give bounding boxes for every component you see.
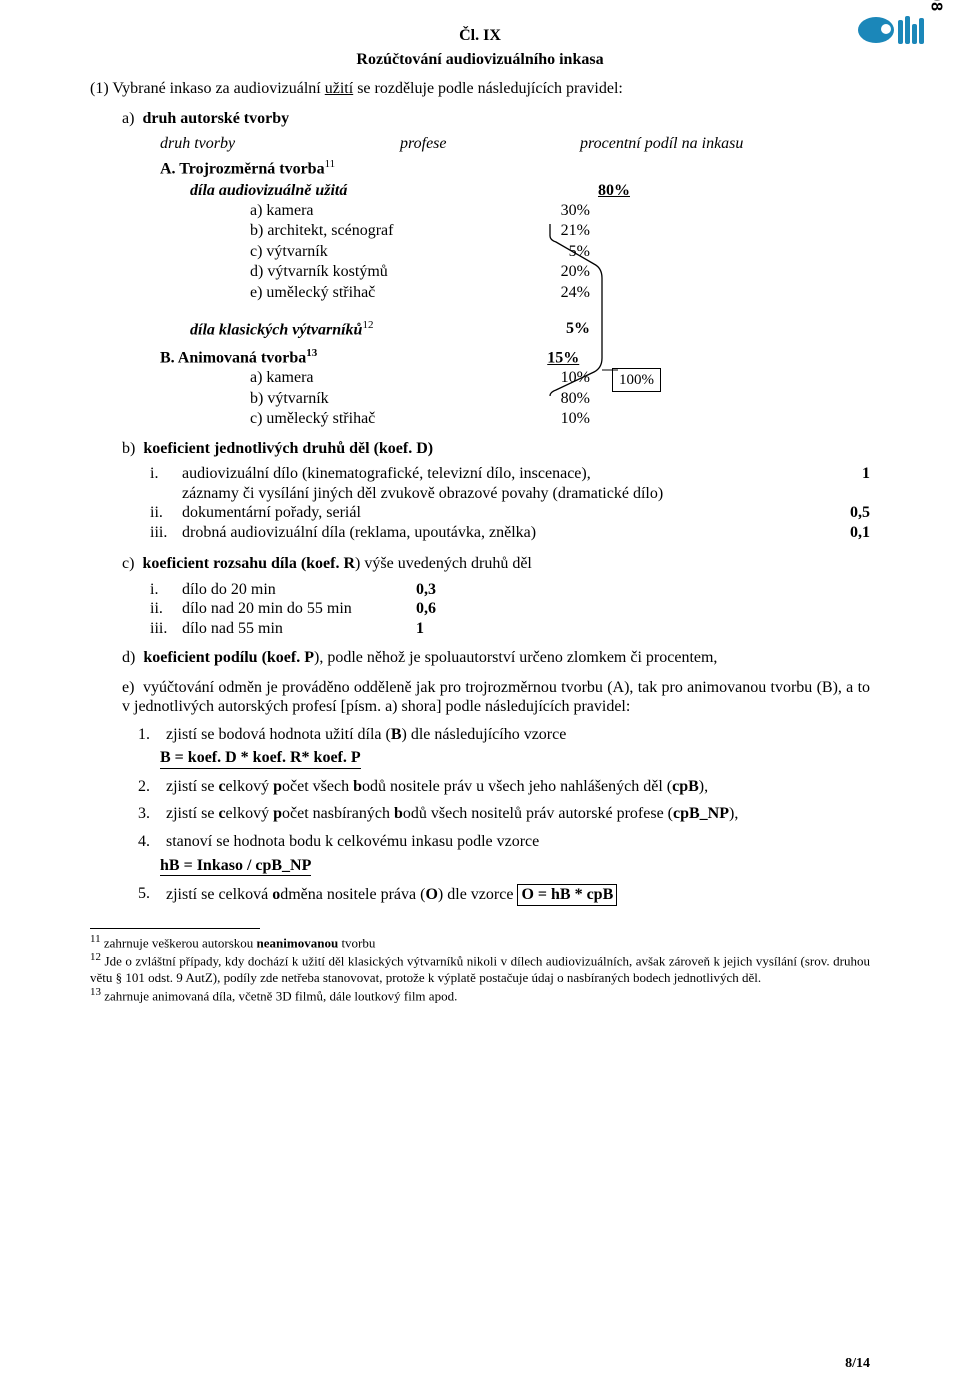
page: 2008 Čl. IX Rozúčtování audiovizuálního …	[0, 0, 960, 1392]
A-klas-row: díla klasických výtvarníků12 5%	[190, 319, 870, 340]
box-100pct: 100%	[612, 368, 661, 392]
b-roman-list: i. audiovizuální dílo (kinematografické,…	[150, 464, 870, 542]
org-logo	[858, 16, 924, 44]
article-number: Čl. IX	[90, 26, 870, 46]
section-A-title: A. Trojrozměrná tvorba11	[160, 158, 870, 179]
item-c: c) koeficient rozsahu díla (koef. R) výš…	[122, 554, 870, 574]
item-d: d) koeficient podílu (koef. P), podle ně…	[122, 648, 870, 668]
step-5: 5. zjistí se celková odměna nositele prá…	[138, 884, 870, 906]
item-a: a) druh autorské tvorby	[122, 109, 870, 129]
page-number: 8/14	[845, 1355, 870, 1372]
formula-1: B = koef. D * koef. R* koef. P	[160, 748, 361, 769]
article-title: Rozúčtování audiovizuálního inkasa	[90, 50, 870, 70]
item-e: e) vyúčtování odměn je prováděno oddělen…	[122, 678, 870, 717]
year-label: 2008	[926, 0, 946, 12]
steps-list: 1. zjistí se bodová hodnota užití díla (…	[138, 725, 870, 745]
formula-2: hB = Inkaso / cpB_NP	[160, 856, 311, 877]
footnote-rule	[90, 928, 260, 929]
column-headers: druh tvorby profese procentní podíl na i…	[160, 134, 870, 154]
footnotes: 11 zahrnuje veškerou autorskou neanimova…	[90, 933, 870, 1005]
c-roman-list: i.dílo do 20 min0,3 ii.dílo nad 20 min d…	[150, 580, 870, 639]
A-heading-row: díla audiovizuálně užitá 80%	[190, 181, 870, 201]
section-B-title: B. Animovaná tvorba13 15%	[160, 347, 870, 368]
intro-paragraph: (1) Vybrané inkaso za audiovizuální užit…	[90, 79, 870, 99]
item-b: b) koeficient jednotlivých druhů děl (ko…	[122, 439, 870, 459]
step-4: 4.stanoví se hodnota bodu k celkovému in…	[138, 832, 870, 852]
step-3: 3.zjistí se celkový počet nasbíraných bo…	[138, 804, 870, 824]
step-2: 2.zjistí se celkový počet všech bodů nos…	[138, 777, 870, 797]
